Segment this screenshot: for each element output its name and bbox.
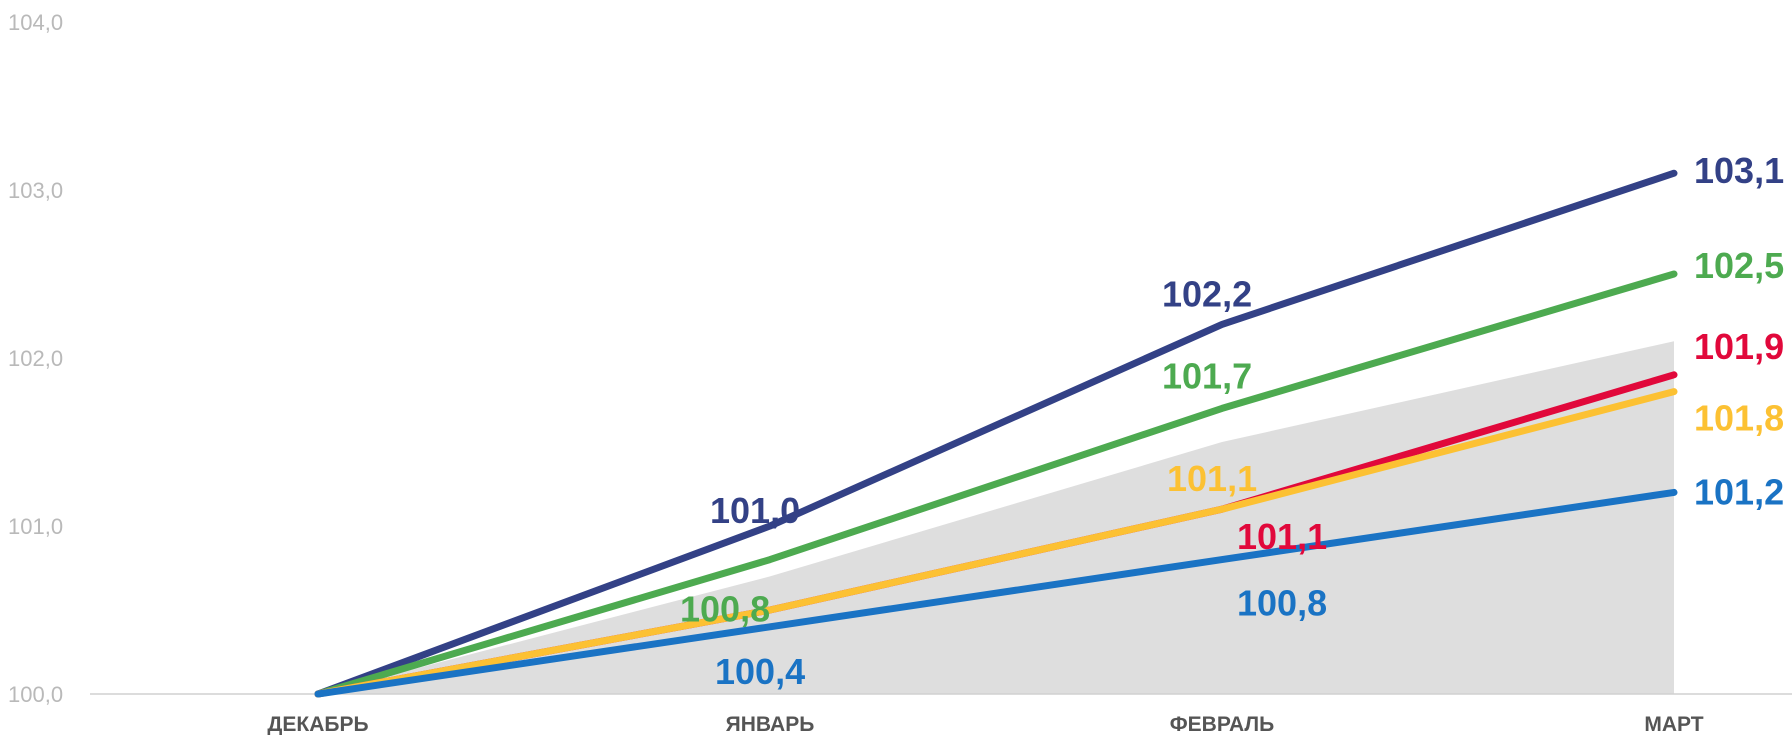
data-label: 101,1 (1237, 516, 1327, 557)
data-label: 101,0 (710, 490, 800, 531)
axis-layer: 100,0 101,0 102,0 103,0 104,0 ДЕКАБРЬ ЯНВАРЬ ФЕ… (8, 10, 1792, 735)
data-label: 102,5 (1694, 245, 1784, 286)
data-label: 102,2 (1162, 273, 1252, 314)
data-label: 101,9 (1694, 326, 1784, 367)
data-label: 100,8 (680, 589, 770, 630)
data-label: 103,1 (1694, 150, 1784, 191)
data-label: 100,4 (715, 651, 805, 692)
series-line-5 (314, 488, 1678, 698)
data-label: 100,8 (1237, 583, 1327, 624)
series-lines-layer (314, 169, 1678, 698)
band-layer (318, 341, 1674, 694)
x-tick-label: ЯНВАРЬ (726, 713, 815, 735)
series-line-4 (314, 388, 1678, 698)
y-tick-label: 101,0 (8, 514, 63, 539)
data-labels-layer: 101,0 102,2 103,1 100,8 101,7 102,5 101,1 101,9… (680, 150, 1784, 692)
y-tick-label: 100,0 (8, 682, 63, 707)
shaded-band (318, 341, 1674, 694)
x-tick-label: МАРТ (1644, 713, 1703, 735)
series-line-2 (314, 270, 1678, 698)
data-label: 101,2 (1694, 471, 1784, 512)
data-label: 101,7 (1162, 355, 1252, 396)
x-tick-label: ФЕВРАЛЬ (1170, 713, 1275, 735)
y-tick-label: 102,0 (8, 346, 63, 371)
y-tick-label: 104,0 (8, 10, 63, 35)
data-label: 101,8 (1694, 398, 1784, 439)
data-label: 101,1 (1167, 458, 1257, 499)
y-tick-label: 103,0 (8, 178, 63, 203)
x-tick-label: ДЕКАБРЬ (267, 713, 368, 735)
series-line-1 (314, 169, 1678, 698)
